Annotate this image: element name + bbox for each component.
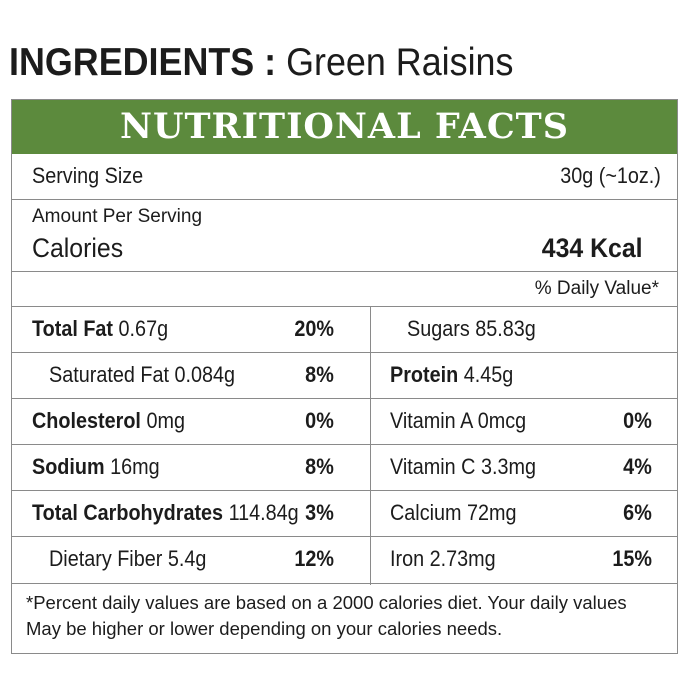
nutrient-label: Cholesterol 0mg bbox=[32, 408, 185, 434]
daily-value-percent: 20% bbox=[294, 316, 334, 341]
calories-row: Amount Per Serving Calories 434 Kcal bbox=[12, 200, 677, 272]
nutrient-amount: 0.084g bbox=[174, 362, 236, 387]
daily-value-header: % Daily Value* bbox=[534, 278, 659, 299]
calories-value: 434 Kcal bbox=[542, 233, 643, 263]
serving-size-label: Serving Size bbox=[32, 163, 144, 188]
nutrient-name: Saturated Fat bbox=[49, 362, 169, 387]
nutrient-amount: 3.3mg bbox=[480, 454, 537, 479]
daily-value-percent: 8% bbox=[305, 362, 334, 387]
nutrient-label: Saturated Fat 0.084g bbox=[49, 362, 235, 388]
nutrient-name: Vitamin A bbox=[390, 408, 473, 433]
nutrient-row: Dietary Fiber 5.4g 12% Iron 2.73mg 15% bbox=[12, 537, 677, 583]
footnote-line-2: May be higher or lower depending on your… bbox=[26, 618, 503, 639]
nutrient-name: Protein bbox=[390, 362, 459, 387]
nutrient-row: Cholesterol 0mg 0% Vitamin A 0mcg 0% bbox=[12, 399, 677, 445]
daily-value-percent: 6% bbox=[623, 500, 652, 525]
nutrient-amount: 72mg bbox=[467, 500, 517, 525]
nutrient-amount: 0mg bbox=[146, 408, 185, 433]
nutrient-name: Sodium bbox=[32, 454, 105, 479]
amount-per-serving-label: Amount Per Serving bbox=[32, 206, 203, 227]
nutrient-label: Total Fat 0.67g bbox=[32, 316, 168, 342]
nutrient-name: Total Fat bbox=[32, 316, 114, 341]
nutrient-label: Calcium 72mg bbox=[390, 500, 517, 526]
daily-value-percent: 0% bbox=[305, 408, 334, 433]
nutrient-row: Total Fat 0.67g 20% Sugars 85.83g bbox=[12, 307, 677, 353]
footnote-line-1: *Percent daily values are based on a 200… bbox=[26, 592, 627, 613]
nutrition-facts-panel: NUTRITIONAL FACTS Serving Size 30g (~1oz… bbox=[11, 99, 678, 585]
nutrient-name: Cholesterol bbox=[32, 408, 141, 433]
daily-value-percent: 0% bbox=[623, 408, 652, 433]
nutrient-amount: 114.84g bbox=[228, 500, 299, 525]
nutrient-name: Vitamin C bbox=[390, 454, 476, 479]
nutrient-row: Total Carbohydrates 114.84g 3% Calcium 72m… bbox=[12, 491, 677, 537]
nutrient-name: Total Carbohydrates bbox=[32, 500, 224, 525]
nutrient-amount: 85.83g bbox=[475, 316, 536, 341]
nutrient-label: Vitamin C 3.3mg bbox=[390, 454, 536, 480]
nutrient-amount: 0mcg bbox=[477, 408, 527, 433]
nutrient-label: Dietary Fiber 5.4g bbox=[49, 546, 206, 572]
nutrient-amount: 16mg bbox=[110, 454, 160, 479]
nutrient-name: Sugars bbox=[407, 316, 470, 341]
daily-value-percent: 3% bbox=[305, 500, 334, 525]
nutrient-name: Calcium bbox=[390, 500, 462, 525]
daily-value-header-row: % Daily Value* bbox=[12, 272, 677, 307]
daily-value-percent: 8% bbox=[305, 454, 334, 479]
serving-size-value: 30g (~1oz.) bbox=[560, 163, 661, 188]
nutrient-amount: 0.67g bbox=[118, 316, 169, 341]
nutrient-amount: 4.45g bbox=[463, 362, 514, 387]
ingredients-line: INGREDIENTS : Green Raisins bbox=[9, 38, 513, 88]
nutrient-amount: 5.4g bbox=[167, 546, 207, 571]
nutrient-label: Total Carbohydrates 114.84g bbox=[32, 500, 299, 526]
ingredients-label: INGREDIENTS : bbox=[9, 41, 277, 84]
ingredients-value: Green Raisins bbox=[286, 41, 514, 84]
nutrient-row: Saturated Fat 0.084g 8% Protein 4.45g bbox=[12, 353, 677, 399]
daily-value-percent: 4% bbox=[623, 454, 652, 479]
nutrition-facts-title: NUTRITIONAL FACTS bbox=[12, 100, 677, 154]
footnote: *Percent daily values are based on a 200… bbox=[11, 584, 678, 654]
daily-value-percent: 15% bbox=[612, 546, 652, 571]
nutrient-amount: 2.73mg bbox=[429, 546, 496, 571]
calories-label: Calories bbox=[32, 233, 124, 263]
nutrient-row: Sodium 16mg 8% Vitamin C 3.3mg 4% bbox=[12, 445, 677, 491]
nutrient-name: Dietary Fiber bbox=[49, 546, 163, 571]
nutrient-label: Sugars 85.83g bbox=[407, 316, 536, 342]
nutrient-label: Protein 4.45g bbox=[390, 362, 513, 388]
column-divider bbox=[370, 307, 371, 585]
serving-size-row: Serving Size 30g (~1oz.) bbox=[12, 154, 677, 200]
nutrient-label: Vitamin A 0mcg bbox=[390, 408, 526, 434]
nutrient-name: Iron bbox=[390, 546, 425, 571]
nutrient-label: Iron 2.73mg bbox=[390, 546, 496, 572]
daily-value-percent: 12% bbox=[294, 546, 334, 571]
nutrient-label: Sodium 16mg bbox=[32, 454, 160, 480]
